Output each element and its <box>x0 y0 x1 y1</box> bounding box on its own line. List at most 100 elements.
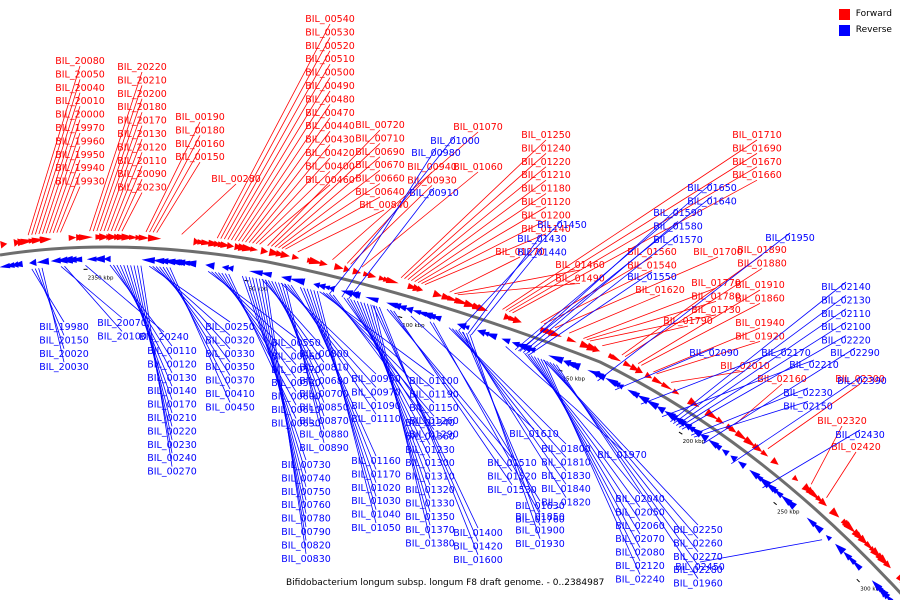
reverse-gene-label: BIL_01600 <box>453 555 503 566</box>
forward-feature <box>566 336 577 343</box>
label-leader <box>457 283 581 296</box>
forward-feature <box>416 285 424 292</box>
reverse-gene-label: BIL_00700 <box>299 389 349 400</box>
forward-feature <box>138 234 150 241</box>
label-leader <box>227 63 331 240</box>
forward-gene-label: BIL_00280 <box>211 174 261 185</box>
reverse-gene-label: BIL_00570 <box>271 365 321 376</box>
label-leader <box>461 331 567 498</box>
forward-feature <box>843 521 856 533</box>
forward-gene-label: BIL_01940 <box>735 318 785 329</box>
forward-gene-label: BIL_00400 <box>305 161 355 172</box>
forward-gene-label: BIL_20170 <box>117 116 167 127</box>
reverse-gene-label: BIL_01440 <box>517 247 567 258</box>
forward-feature <box>707 411 720 421</box>
label-leader <box>589 314 717 342</box>
reverse-gene-label: BIL_00610 <box>271 405 321 416</box>
forward-feature <box>818 497 827 507</box>
reverse-gene-label: BIL_00740 <box>281 473 331 484</box>
forward-gene-label: BIL_00540 <box>305 14 355 25</box>
tick-label: 200 kbp <box>683 439 706 445</box>
label-leader <box>407 166 547 281</box>
label-leader <box>42 119 81 234</box>
forward-feature <box>651 376 664 385</box>
reverse-gene-label: BIL_01630 <box>515 501 565 512</box>
forward-gene-label: BIL_01060 <box>453 162 503 173</box>
reverse-gene-label: BIL_02450 <box>675 562 725 573</box>
forward-gene-label: BIL_00710 <box>355 133 405 144</box>
label-leader <box>284 283 325 443</box>
reverse-gene-label: BIL_00680 <box>299 376 349 387</box>
forward-gene-label: BIL_01880 <box>737 258 787 269</box>
label-leader <box>470 247 543 336</box>
reverse-gene-label: BIL_01930 <box>515 539 565 550</box>
label-leader <box>228 273 297 419</box>
label-leader <box>152 148 201 233</box>
forward-feature <box>291 253 300 260</box>
label-leader <box>670 281 847 423</box>
reverse-gene-label: BIL_01970 <box>597 450 647 461</box>
label-leader <box>534 356 641 535</box>
label-leader <box>92 85 143 232</box>
reverse-gene-label: BIL_20150 <box>39 335 89 346</box>
forward-gene-label: BIL_20040 <box>55 83 105 94</box>
label-leader <box>505 153 758 311</box>
reverse-feature <box>598 374 607 382</box>
forward-gene-label: BIL_00840 <box>359 200 409 211</box>
reverse-feature <box>172 259 186 267</box>
forward-feature <box>686 397 700 408</box>
legend-forward: Forward <box>838 6 892 22</box>
reverse-gene-label: BIL_02060 <box>615 521 665 532</box>
label-leader <box>166 267 231 390</box>
label-leader <box>390 309 513 472</box>
forward-gene-label: BIL_00720 <box>355 120 405 131</box>
reverse-feature <box>737 461 747 470</box>
label-leader <box>152 266 231 336</box>
label-leader <box>537 357 641 548</box>
forward-gene-label: BIL_01660 <box>732 170 782 181</box>
reverse-gene-label: BIL_01820 <box>541 498 591 509</box>
reverse-feature <box>811 522 824 534</box>
forward-gene-label: BIL_01560 <box>627 247 677 258</box>
label-leader <box>159 266 231 363</box>
forward-feature <box>385 276 399 284</box>
reverse-gene-label: BIL_00270 <box>147 467 197 478</box>
forward-gene-label: BIL_01730 <box>691 305 741 316</box>
reverse-gene-label: BIL_00550 <box>271 338 321 349</box>
label-leader <box>252 157 331 244</box>
reverse-gene-label: BIL_00910 <box>409 188 459 199</box>
reverse-gene-label: BIL_01040 <box>351 510 401 521</box>
reverse-gene-label: BIL_00350 <box>205 362 255 373</box>
reverse-feature <box>0 240 8 249</box>
label-leader <box>231 77 331 241</box>
reverse-gene-label: BIL_02070 <box>615 534 665 545</box>
forward-feature <box>352 267 362 275</box>
reverse-feature <box>205 262 215 270</box>
label-leader <box>45 132 81 234</box>
reverse-feature <box>611 381 621 388</box>
forward-gene-label: BIL_01490 <box>555 273 605 284</box>
reverse-gene-label: BIL_00880 <box>299 429 349 440</box>
reverse-gene-label: BIL_00220 <box>147 426 197 437</box>
label-leader <box>121 192 143 232</box>
label-leader <box>597 232 791 382</box>
label-leader <box>526 234 679 355</box>
reverse-gene-label: BIL_00250 <box>205 322 255 333</box>
label-leader <box>703 347 856 444</box>
reverse-gene-label: BIL_00140 <box>147 386 197 397</box>
reverse-feature <box>152 257 165 265</box>
label-leader <box>64 265 123 332</box>
reverse-gene-label: BIL_00600 <box>271 392 321 403</box>
forward-feature <box>260 246 269 255</box>
reverse-feature <box>463 325 470 331</box>
reverse-feature <box>730 455 739 463</box>
forward-feature <box>884 593 894 600</box>
label-leader <box>145 121 201 233</box>
label-leader <box>583 287 717 339</box>
label-leader <box>85 264 165 333</box>
label-leader <box>60 266 123 319</box>
label-leader <box>810 425 843 485</box>
label-leader <box>274 156 381 248</box>
forward-gene-label: BIL_00530 <box>305 27 355 38</box>
forward-gene-label: BIL_00440 <box>305 121 355 132</box>
